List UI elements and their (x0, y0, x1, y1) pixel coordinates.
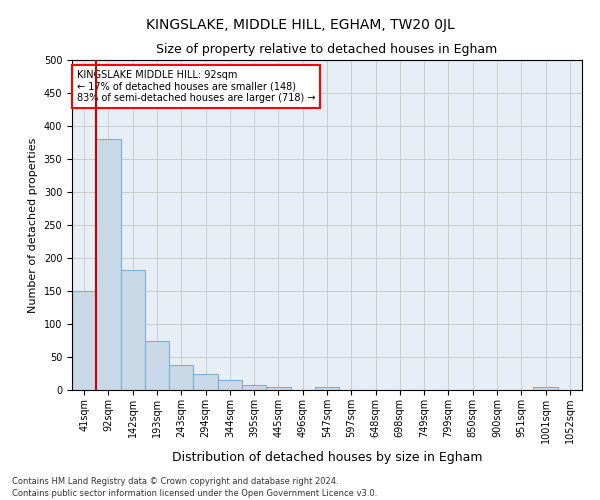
Bar (218, 380, 242, 390)
Bar (315, 386, 339, 390)
Text: KINGSLAKE MIDDLE HILL: 92sqm
← 17% of detached houses are smaller (148)
83% of s: KINGSLAKE MIDDLE HILL: 92sqm ← 17% of de… (77, 70, 316, 103)
Bar (193, 374, 218, 390)
Text: KINGSLAKE, MIDDLE HILL, EGHAM, TW20 0JL: KINGSLAKE, MIDDLE HILL, EGHAM, TW20 0JL (146, 18, 454, 32)
Bar (121, 270, 145, 390)
Bar (72, 291, 96, 390)
X-axis label: Distribution of detached houses by size in Egham: Distribution of detached houses by size … (172, 452, 482, 464)
Bar (169, 365, 193, 390)
Bar (242, 386, 266, 390)
Bar (145, 340, 169, 390)
Text: Contains HM Land Registry data © Crown copyright and database right 2024.
Contai: Contains HM Land Registry data © Crown c… (12, 476, 377, 498)
Title: Size of property relative to detached houses in Egham: Size of property relative to detached ho… (157, 43, 497, 56)
Bar (533, 386, 558, 390)
Bar (96, 139, 121, 390)
Bar (266, 386, 290, 390)
Y-axis label: Number of detached properties: Number of detached properties (28, 138, 38, 312)
